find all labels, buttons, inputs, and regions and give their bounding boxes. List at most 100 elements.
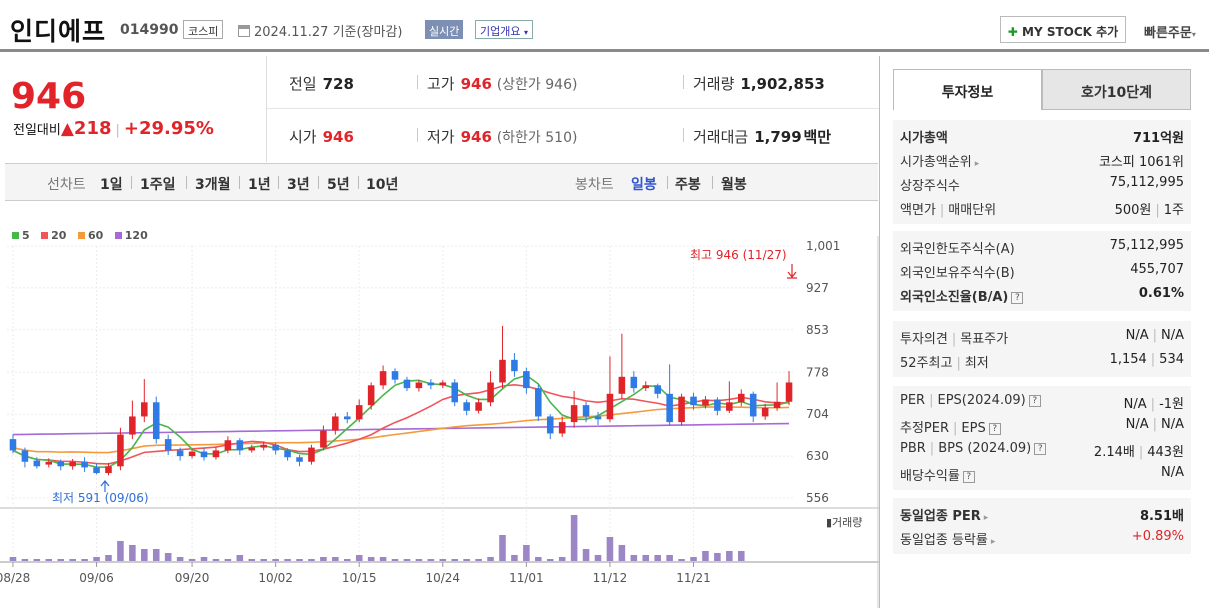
ma20-line — [12, 384, 790, 465]
volume-bar — [391, 559, 399, 561]
candle-body — [690, 396, 697, 406]
invest-row: 추정PER | EPS? N/A | N/A — [900, 415, 1184, 437]
volume-bar — [200, 557, 208, 561]
invest-row-value: 코스피 1061위 — [1099, 151, 1184, 170]
volume-bar — [355, 555, 363, 561]
my-stock-add-button[interactable]: ✚ MY STOCK 추가 — [1000, 16, 1126, 43]
line-chart-label: 선차트 — [47, 177, 86, 193]
divider: | — [929, 393, 934, 408]
value-text: N/A — [1125, 417, 1149, 432]
candle-body — [260, 444, 267, 448]
chevron-right-icon[interactable]: ▸ — [990, 537, 996, 547]
candle-body — [272, 444, 279, 451]
company-overview-dropdown[interactable]: 기업개요 ▾ — [475, 20, 533, 39]
help-icon[interactable]: ? — [1028, 395, 1041, 407]
label-text: 동일업종 PER — [900, 509, 981, 524]
volume-bar — [81, 559, 88, 561]
candle-body — [487, 382, 494, 403]
period-monthly[interactable]: 월봉 — [721, 177, 747, 193]
period-weekly[interactable]: 주봉 — [675, 177, 701, 193]
candle-body — [666, 393, 673, 423]
volume-bar — [427, 559, 435, 561]
candle-body — [69, 461, 76, 467]
x-tick-label: 11/21 — [676, 571, 711, 585]
invest-row-value: N/A | -1원 — [1124, 393, 1184, 412]
volume-bar — [606, 537, 614, 561]
tab-invest-info[interactable]: 투자정보 — [893, 69, 1042, 110]
volume-bar — [582, 549, 590, 561]
price-chart[interactable]: 1,001 927 853 778 704 630 556 08/28 09/06 09/20 10… — [0, 236, 879, 608]
label-text: PER — [900, 393, 926, 408]
candle-body — [618, 376, 626, 394]
period-3m[interactable]: 3개월 — [195, 177, 231, 193]
period-1y[interactable]: 1년 — [248, 177, 271, 193]
realtime-button[interactable]: 실시간 — [425, 20, 464, 39]
ma120-swatch — [114, 232, 122, 239]
divider: | — [1150, 397, 1156, 412]
invest-row: 외국인소진율(B/A)? 0.61% — [900, 284, 1184, 306]
invest-row-label: 시가총액순위 ▸ — [900, 151, 979, 170]
quick-order-dropdown[interactable]: 빠른주문▾ — [1144, 22, 1196, 41]
candle-body — [379, 371, 387, 386]
volume-bar — [212, 559, 220, 561]
volume: 거래량 1,902,853 — [693, 73, 825, 94]
period-1w[interactable]: 1주일 — [140, 177, 176, 193]
open-label: 시가 — [289, 128, 317, 146]
candle-body — [343, 416, 351, 420]
candle-body — [630, 376, 638, 389]
label-text: 외국인보유주식수(B) — [900, 266, 1015, 281]
invest-section5: 동일업종 PER ▸ 8.51배 동일업종 등락률 ▸ +0.89% — [893, 498, 1191, 554]
period-1d[interactable]: 1일 — [100, 177, 123, 193]
y-tick-label: 630 — [806, 449, 829, 463]
chevron-right-icon[interactable]: ▸ — [983, 513, 989, 523]
value-text: N/A — [1161, 417, 1184, 432]
invest-section4: PER | EPS(2024.09)? N/A | -1원 추정PER | EPS? N/A | N/… — [893, 386, 1191, 490]
label-text: PBR — [900, 441, 926, 456]
divider: | — [1150, 352, 1156, 367]
volume-bar — [21, 559, 29, 561]
volume-bar — [284, 559, 291, 561]
invest-row-value: N/A — [1161, 465, 1184, 480]
volume-bar — [248, 559, 256, 561]
calendar-icon — [238, 25, 250, 37]
period-3y[interactable]: 3년 — [287, 177, 310, 193]
volume-bar — [260, 559, 267, 561]
invest-row-label: 시가총액 — [900, 127, 948, 146]
x-tick-label: 09/20 — [175, 571, 210, 585]
ma60-swatch — [77, 232, 85, 239]
divider: | — [939, 203, 945, 218]
volume-bar — [415, 559, 423, 561]
invest-row-value: N/A | N/A — [1126, 328, 1184, 343]
low-value: 946 — [460, 128, 492, 146]
help-icon[interactable]: ? — [1034, 443, 1047, 455]
volume-bar — [546, 559, 554, 561]
help-icon[interactable]: ? — [962, 471, 975, 483]
period-daily[interactable]: 일봉 — [631, 177, 657, 193]
help-icon[interactable]: ? — [1011, 292, 1024, 304]
help-icon[interactable]: ? — [988, 423, 1001, 435]
quick-order-label: 빠른주문 — [1144, 26, 1192, 41]
down-arrow-icon — [787, 264, 797, 279]
high-label: 고가 — [427, 75, 455, 93]
divider — [683, 128, 684, 142]
amount-label: 거래대금 — [693, 128, 749, 146]
candle-body — [57, 461, 65, 467]
candle-body — [427, 382, 435, 386]
invest-row-label: 액면가 | 매매단위 — [900, 199, 996, 218]
candle-body — [439, 382, 447, 386]
period-10y[interactable]: 10년 — [366, 177, 399, 193]
value-text: -1원 — [1159, 397, 1184, 412]
prev-close: 전일 728 — [289, 73, 354, 94]
value-text: 0.61% — [1138, 286, 1184, 301]
chevron-right-icon[interactable]: ▸ — [974, 159, 980, 169]
candle-body — [761, 407, 769, 417]
candle-body — [81, 461, 88, 468]
amount-value: 1,799 — [754, 128, 802, 146]
candle-body — [570, 405, 578, 423]
volume-bar — [523, 545, 530, 561]
invest-row: 52주최고 | 최저 1,154 | 534 — [900, 350, 1184, 372]
period-5y[interactable]: 5년 — [327, 177, 350, 193]
divider — [683, 75, 684, 89]
label-text: 최저 — [964, 356, 989, 371]
tab-order-book[interactable]: 호가10단계 — [1042, 69, 1191, 110]
